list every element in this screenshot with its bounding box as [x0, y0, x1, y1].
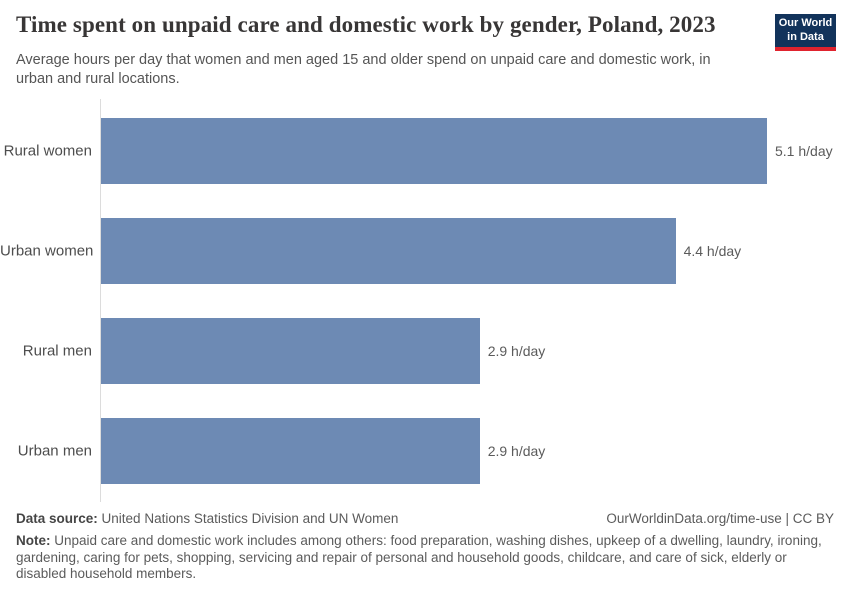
category-label: Urban men	[17, 442, 92, 460]
chart-note: Note: Unpaid care and domestic work incl…	[16, 533, 834, 583]
category-label: Rural women	[3, 142, 92, 160]
bar-value-label: 5.1 h/day	[775, 143, 833, 159]
chart-row: Rural women 5.1 h/day	[0, 101, 850, 201]
bar-value-label: 4.4 h/day	[683, 243, 742, 259]
y-axis-line	[100, 99, 101, 502]
bar[interactable]	[101, 118, 767, 184]
chart-subtitle: Average hours per day that women and men…	[16, 52, 711, 87]
note-label: Note:	[16, 533, 51, 548]
bar[interactable]	[101, 418, 480, 484]
data-source: Data source: United Nations Statistics D…	[16, 511, 398, 526]
chart-footer: Data source: United Nations Statistics D…	[16, 511, 834, 583]
owid-logo: Our World in Data	[775, 14, 836, 51]
bar-value-label: 2.9 h/day	[487, 343, 546, 359]
chart-title: Time spent on unpaid care and domestic w…	[16, 12, 716, 37]
chart-row: Urban women 4.4 h/day	[0, 201, 850, 301]
data-source-text: United Nations Statistics Division and U…	[101, 511, 399, 526]
bar-chart: Rural women 5.1 h/day Urban women 4.4 h/day…	[0, 99, 850, 502]
data-source-label: Data source:	[16, 511, 98, 526]
bar-rows: Rural women 5.1 h/day Urban women 4.4 h/day…	[0, 101, 850, 501]
owid-logo-line2: in Data	[787, 30, 824, 43]
note-text: Unpaid care and domestic work includes a…	[16, 533, 822, 582]
attribution-link[interactable]: OurWorldinData.org/time-use | CC BY	[606, 511, 834, 526]
bar[interactable]	[101, 318, 480, 384]
category-label: Rural men	[22, 342, 92, 360]
owid-logo-line1: Our World	[778, 16, 833, 29]
bar-value-label: 2.9 h/day	[487, 443, 546, 459]
category-label: Urban women	[0, 242, 94, 260]
chart-row: Rural men 2.9 h/day	[0, 301, 850, 401]
chart-row: Urban men 2.9 h/day	[0, 401, 850, 501]
bar[interactable]	[101, 218, 676, 284]
